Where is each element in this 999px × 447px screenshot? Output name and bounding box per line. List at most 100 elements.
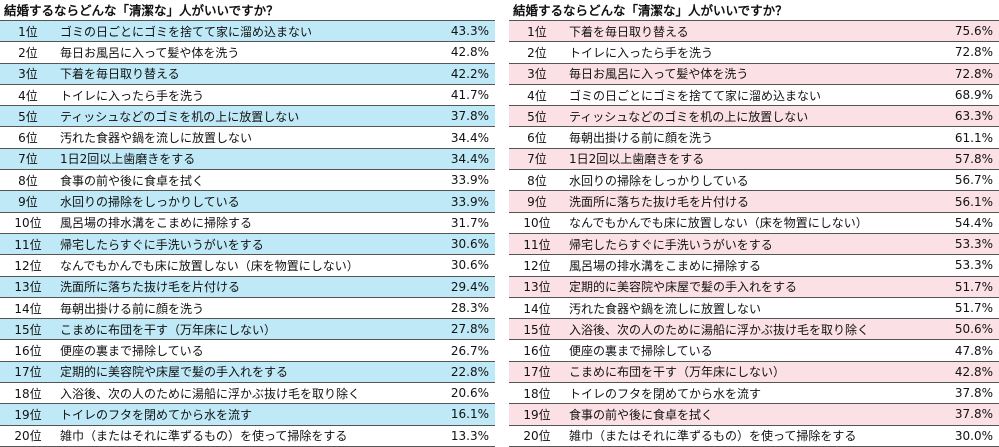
item-cell: ティッシュなどのゴミを机の上に放置しない (56, 105, 425, 128)
table-row: 15位 入浴後、次の人のために湯船に浮かぶ抜け毛を取り除く 50.6% (509, 318, 999, 341)
percent-cell: 22.8% (425, 360, 495, 384)
rank-cell: 5位 (0, 105, 56, 128)
table-row: 3位 毎日お風呂に入って髪や体を洗う 72.8% (509, 62, 999, 85)
rank-cell: 8位 (0, 169, 56, 192)
table-row: 4位 ゴミの日ごとにゴミを捨てて家に溜め込まない 68.9% (509, 83, 999, 107)
rank-cell: 3位 (509, 62, 565, 85)
percent-cell: 72.8% (929, 41, 999, 64)
table-row: 19位 トイレのフタを閉めてから水を流す 16.1% (0, 403, 495, 426)
percent-cell: 72.8% (929, 62, 999, 85)
rank-cell: 6位 (0, 126, 56, 149)
percent-cell: 31.7% (425, 211, 495, 234)
table-row: 16位 便座の裏まで掃除している 26.7% (0, 339, 495, 362)
rank-cell: 9位 (509, 190, 565, 213)
table-row: 16位 便座の裏まで掃除している 47.8% (509, 339, 999, 362)
item-cell: 水回りの掃除をしっかりしている (565, 169, 929, 192)
percent-cell: 61.1% (929, 126, 999, 149)
item-cell: 汚れた食器や鍋を流しに放置しない (565, 296, 929, 320)
rank-cell: 10位 (509, 211, 565, 234)
table-row: 6位 汚れた食器や鍋を流しに放置しない 34.4% (0, 126, 495, 149)
rank-cell: 13位 (509, 275, 565, 298)
percent-cell: 30.6% (425, 232, 495, 256)
table-row: 19位 食事の前や後に食卓を拭く 37.8% (509, 403, 999, 426)
table-row: 11位 帰宅したらすぐに手洗いうがいをする 53.3% (509, 232, 999, 256)
item-cell: なんでもかんでも床に放置しない（床を物置にしない） (56, 254, 425, 277)
item-cell: 1日2回以上歯磨きをする (565, 147, 929, 171)
item-cell: なんでもかんでも床に放置しない（床を物置にしない） (565, 211, 929, 234)
percent-cell: 42.8% (425, 41, 495, 64)
percent-cell: 16.1% (425, 403, 495, 426)
percent-cell: 27.8% (425, 318, 495, 341)
rank-cell: 14位 (509, 296, 565, 320)
item-cell: 毎朝出掛ける前に顔を洗う (56, 296, 425, 320)
rank-cell: 16位 (0, 339, 56, 362)
panel-title: 結婚するならどんな「清潔な」人がいいですか？ (513, 3, 788, 18)
item-cell: 風呂場の排水溝をこまめに掃除する (565, 254, 929, 277)
item-cell: ティッシュなどのゴミを机の上に放置しない (565, 105, 929, 128)
ranking-table: 1位 ゴミの日ごとにゴミを捨てて家に溜め込まない 43.3% 2位 毎日お風呂に入って髪… (0, 19, 495, 447)
rank-cell: 2位 (509, 41, 565, 64)
item-cell: 定期的に美容院や床屋で髪の手入れをする (56, 360, 425, 384)
rank-cell: 4位 (0, 83, 56, 107)
rank-cell: 3位 (0, 62, 56, 85)
item-cell: 雑巾（またはそれに準ずるもの）を使って掃除をする (565, 424, 929, 447)
rank-cell: 6位 (509, 126, 565, 149)
rank-cell: 15位 (509, 318, 565, 341)
percent-cell: 33.9% (425, 190, 495, 213)
rank-cell: 7位 (0, 147, 56, 171)
table-row: 13位 洗面所に落ちた抜け毛を片付ける 29.4% (0, 275, 495, 298)
rank-cell: 15位 (0, 318, 56, 341)
table-row: 6位 毎朝出掛ける前に顔を洗う 61.1% (509, 126, 999, 149)
male-ranking-panel: 結婚するならどんな「清潔な」人がいいですか？ 1位 ゴミの日ごとにゴミを捨てて家に… (0, 2, 495, 447)
table-row: 4位 トイレに入ったら手を洗う 41.7% (0, 83, 495, 107)
item-cell: こまめに布団を干す（万年床にしない） (565, 360, 929, 384)
table-row: 10位 風呂場の排水溝をこまめに掃除する 31.7% (0, 211, 495, 234)
table-row: 18位 入浴後、次の人のために湯船に浮かぶ抜け毛を取り除く 20.6% (0, 382, 495, 405)
item-cell: 毎日お風呂に入って髪や体を洗う (565, 62, 929, 85)
item-cell: 食事の前や後に食卓を拭く (565, 403, 929, 426)
percent-cell: 47.8% (929, 339, 999, 362)
table-row: 12位 風呂場の排水溝をこまめに掃除する 53.3% (509, 254, 999, 277)
item-cell: 帰宅したらすぐに手洗いうがいをする (565, 232, 929, 256)
percent-cell: 68.9% (929, 83, 999, 107)
table-row: 11位 帰宅したらすぐに手洗いうがいをする 30.6% (0, 232, 495, 256)
percent-cell: 56.1% (929, 190, 999, 213)
rank-cell: 5位 (509, 105, 565, 128)
female-ranking-panel: 結婚するならどんな「清潔な」人がいいですか？ 1位 下着を毎日取り替える 75.6%… (509, 2, 999, 447)
item-cell: 洗面所に落ちた抜け毛を片付ける (565, 190, 929, 213)
rank-cell: 13位 (0, 275, 56, 298)
rank-cell: 19位 (0, 403, 56, 426)
percent-cell: 42.2% (425, 62, 495, 85)
percent-cell: 63.3% (929, 105, 999, 128)
rank-cell: 14位 (0, 296, 56, 320)
rank-cell: 17位 (0, 360, 56, 384)
percent-cell: 41.7% (425, 83, 495, 107)
percent-cell: 37.8% (425, 105, 495, 128)
percent-cell: 42.8% (929, 360, 999, 384)
rank-cell: 11位 (509, 232, 565, 256)
table-row: 14位 毎朝出掛ける前に顔を洗う 28.3% (0, 296, 495, 320)
rank-cell: 16位 (509, 339, 565, 362)
percent-cell: 37.8% (929, 403, 999, 426)
item-cell: 毎日お風呂に入って髪や体を洗う (56, 41, 425, 64)
table-row: 20位 雑巾（またはそれに準ずるもの）を使って掃除をする 13.3% (0, 424, 495, 447)
table-row: 2位 毎日お風呂に入って髪や体を洗う 42.8% (0, 41, 495, 64)
item-cell: 風呂場の排水溝をこまめに掃除する (56, 211, 425, 234)
table-row: 7位 1日2回以上歯磨きをする 34.4% (0, 147, 495, 171)
percent-cell: 75.6% (929, 19, 999, 43)
item-cell: 水回りの掃除をしっかりしている (56, 190, 425, 213)
rank-cell: 1位 (0, 19, 56, 43)
table-row: 15位 こまめに布団を干す（万年床にしない） 27.8% (0, 318, 495, 341)
rank-cell: 2位 (0, 41, 56, 64)
rank-cell: 18位 (0, 382, 56, 405)
item-cell: 食事の前や後に食卓を拭く (56, 169, 425, 192)
rank-cell: 18位 (509, 382, 565, 405)
item-cell: 下着を毎日取り替える (565, 19, 929, 43)
rank-cell: 20位 (0, 424, 56, 447)
item-cell: トイレのフタを閉めてから水を流す (565, 382, 929, 405)
table-row: 1位 ゴミの日ごとにゴミを捨てて家に溜め込まない 43.3% (0, 19, 495, 43)
table-row: 2位 トイレに入ったら手を洗う 72.8% (509, 41, 999, 64)
panel-title: 結婚するならどんな「清潔な」人がいいですか？ (4, 3, 279, 18)
rank-cell: 17位 (509, 360, 565, 384)
table-row: 12位 なんでもかんでも床に放置しない（床を物置にしない） 30.6% (0, 254, 495, 277)
